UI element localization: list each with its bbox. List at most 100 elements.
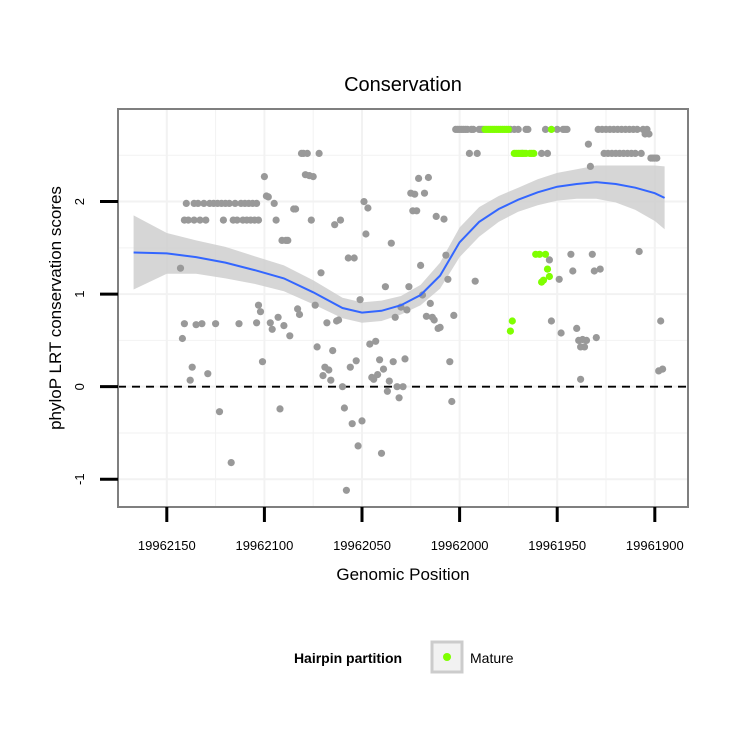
- points-layer: [176, 125, 667, 494]
- data-point: [631, 149, 639, 157]
- data-point: [235, 320, 243, 328]
- data-point: [387, 239, 395, 247]
- data-point: [346, 363, 354, 371]
- mature-point: [536, 250, 544, 258]
- data-point: [659, 365, 667, 373]
- data-point: [430, 316, 438, 324]
- data-point: [212, 320, 220, 328]
- data-point: [233, 216, 241, 224]
- data-point: [186, 376, 194, 384]
- data-point: [260, 173, 268, 181]
- data-point: [194, 199, 202, 207]
- data-point: [196, 216, 204, 224]
- legend-label-mature: Mature: [470, 650, 514, 666]
- y-axis-title: phyloP LRT conservation scores: [46, 186, 65, 430]
- data-point: [541, 125, 550, 133]
- y-tick-label: 2: [72, 198, 87, 205]
- data-point: [573, 324, 581, 332]
- data-point: [329, 347, 337, 355]
- mature-point: [545, 272, 554, 281]
- data-point: [364, 204, 372, 212]
- data-point: [582, 336, 591, 344]
- data-point: [444, 275, 452, 283]
- data-point: [413, 207, 421, 215]
- y-tick-label: -1: [72, 473, 87, 485]
- data-point: [338, 383, 347, 391]
- data-point: [385, 377, 393, 385]
- data-point: [446, 358, 454, 366]
- data-point: [401, 355, 409, 363]
- plot-panel-border: [117, 108, 689, 508]
- data-point: [590, 267, 598, 275]
- x-tick-label: 19961900: [626, 538, 684, 553]
- data-point: [543, 149, 552, 157]
- data-point: [182, 199, 190, 207]
- x-tick-label: 19962150: [138, 538, 196, 553]
- data-point: [420, 189, 429, 197]
- data-point: [360, 198, 368, 206]
- data-point: [253, 319, 261, 327]
- data-point: [547, 317, 556, 325]
- data-point: [190, 216, 198, 224]
- data-point: [553, 125, 561, 133]
- legend: Hairpin partition Mature: [294, 640, 514, 674]
- data-point: [202, 216, 210, 224]
- y-tick-label: 0: [72, 383, 87, 390]
- data-point: [254, 216, 263, 224]
- data-point: [336, 216, 345, 224]
- data-point: [637, 149, 645, 157]
- data-point: [415, 174, 423, 182]
- data-point: [366, 340, 374, 348]
- data-point: [256, 308, 265, 316]
- data-point: [295, 310, 304, 319]
- mature-point: [506, 327, 514, 335]
- data-point: [294, 305, 302, 313]
- data-point: [469, 125, 477, 133]
- data-point: [188, 363, 196, 371]
- data-point: [555, 275, 563, 283]
- mature-point: [541, 250, 550, 258]
- data-point: [280, 322, 288, 330]
- data-point: [418, 291, 427, 299]
- data-point: [405, 283, 413, 291]
- data-point: [352, 357, 360, 365]
- mature-point: [504, 125, 512, 133]
- data-point: [580, 343, 589, 351]
- mature-point: [547, 125, 556, 133]
- data-point: [538, 149, 546, 157]
- data-point: [376, 356, 384, 364]
- y-axis: -1 0 1 2: [72, 198, 118, 485]
- data-point: [215, 408, 224, 416]
- data-point: [417, 261, 425, 269]
- data-point: [592, 334, 600, 342]
- data-point: [524, 125, 532, 133]
- data-point: [374, 371, 382, 379]
- data-point: [514, 125, 522, 133]
- data-point: [286, 332, 294, 340]
- data-point: [348, 420, 356, 428]
- data-point: [335, 316, 343, 324]
- data-point: [379, 365, 388, 373]
- data-point: [225, 199, 233, 207]
- x-axis: 19962150 19962100 19962050 19962000 19961950…: [138, 507, 684, 553]
- data-point: [311, 301, 319, 309]
- y-tick-label: 1: [72, 290, 87, 297]
- data-point: [588, 250, 596, 258]
- data-point: [399, 383, 407, 391]
- data-point: [635, 247, 643, 256]
- data-point: [403, 306, 411, 314]
- data-point: [362, 230, 370, 238]
- data-point: [473, 149, 481, 157]
- data-point: [200, 199, 208, 207]
- data-point: [354, 442, 362, 450]
- data-point: [448, 397, 456, 406]
- data-point: [276, 405, 284, 413]
- data-point: [219, 216, 227, 224]
- data-point: [204, 370, 212, 378]
- legend-title: Hairpin partition: [294, 650, 402, 666]
- x-axis-title: Genomic Position: [336, 565, 469, 584]
- data-point: [274, 313, 282, 321]
- data-point: [266, 319, 274, 327]
- data-point: [377, 449, 386, 457]
- smooth-trend-line: [133, 181, 666, 314]
